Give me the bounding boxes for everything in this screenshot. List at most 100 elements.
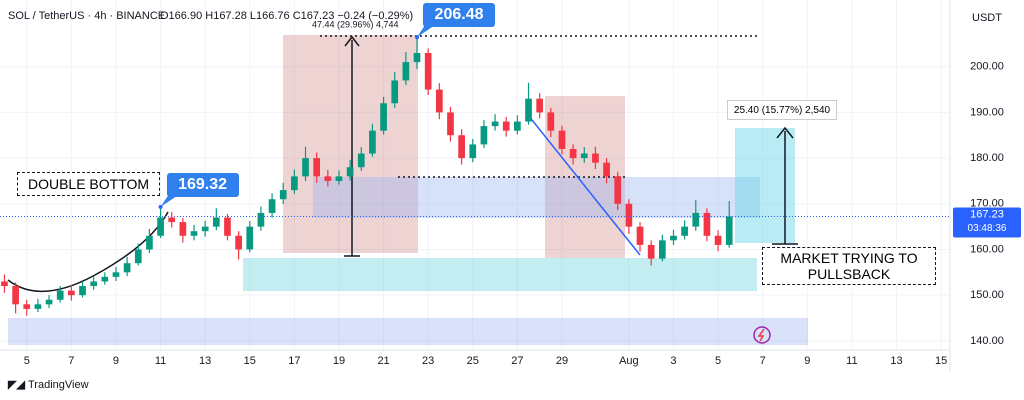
candle-body [134,249,142,264]
candle-body [603,162,610,177]
candle-body [112,272,120,277]
pattern-curve [7,211,169,292]
candle-body [525,98,532,122]
x-tick-label: 25 [467,355,479,367]
x-tick-label: 13 [890,355,902,367]
callout-pointer [417,25,436,38]
candle-body [447,112,454,136]
candle-body [369,130,376,154]
countdown: 03:48:36 [968,223,1007,234]
x-tick-label: 7 [760,355,766,367]
candle-body [714,235,722,245]
candle-body [246,226,254,250]
x-tick-label: 3 [670,355,676,367]
y-tick-label: 200.00 [970,61,1004,73]
candle-body [692,212,700,227]
x-tick-label: 5 [715,355,721,367]
arrow-head [776,126,794,139]
target-label: 25.40 (15.77%) 2,540 [727,100,837,120]
x-tick-label: 11 [155,355,166,367]
candle-body [491,121,499,127]
candle-body [681,226,688,236]
x-tick-label: 9 [804,355,810,367]
candle-body [68,290,75,296]
candle-body [357,153,365,168]
trend-line [527,114,641,256]
zone-rally [283,35,418,253]
candle-body [179,222,187,236]
ohlc-readout: O166.90 H167.28 L166.76 C167.23 −0.24 (−… [160,10,413,22]
x-tick-label: 27 [511,355,523,367]
candle-body [324,176,332,181]
brand: ◤◢ [7,379,25,391]
candle-body [268,199,276,213]
candle-body [569,148,577,159]
candle-body [547,112,555,131]
candle-body [625,203,633,227]
candle-body [302,158,309,177]
candle-body [458,135,465,159]
candle-body [257,212,265,227]
candle-body [23,304,31,309]
zone-range [313,177,760,218]
candle-body [480,126,488,145]
candle-body [101,276,109,282]
symbol-header: SOL / TetherUS · 4h · BINANCE [8,10,165,22]
candle-body [123,263,131,273]
zone-band [8,318,808,345]
candle-body [313,158,321,177]
candle-body [90,281,98,287]
candle-body [658,240,666,259]
x-tick-label: 21 [377,355,389,367]
x-tick-label: 23 [422,355,434,367]
y-tick-label: 160.00 [970,243,1004,255]
alert-icon[interactable] [753,326,771,344]
candle-body [703,212,711,236]
x-tick-label: 29 [556,355,568,367]
x-tick-label: 9 [113,355,119,367]
measure-label: 47.44 (29.96%) 4,744 [312,19,399,29]
candle-body [514,121,521,131]
candle-body [592,153,599,163]
candle-body [424,53,432,90]
candle-body [636,226,644,245]
peak-callout: 206.48 [423,3,496,28]
peak-callout: 169.32 [166,172,239,197]
note-label: MARKET TRYING TO PULLSBACK [762,247,936,285]
candle-body [469,144,477,159]
alert-bolt [757,328,765,342]
candle-body [647,244,655,259]
zone-support [243,258,757,291]
y-tick-label: 170.00 [970,198,1004,210]
candle-body [224,217,231,236]
candle-body [45,299,53,305]
candle-body [291,176,298,191]
candle-body [212,217,220,227]
pattern-label: DOUBLE BOTTOM [17,172,160,196]
y-tick-label: 190.00 [970,106,1004,118]
arrow-head [344,35,360,47]
candle-body [413,53,421,63]
candle-body [56,290,64,300]
candle-body [279,190,287,200]
candle-body [391,80,399,104]
candle-body [536,98,544,113]
x-tick-label: 15 [244,355,256,367]
y-tick-label: 150.00 [970,289,1004,301]
x-tick-label: 13 [199,355,211,367]
price-tag [953,207,1021,238]
x-tick-label: Aug [619,355,639,367]
callout-pointer [160,194,179,207]
candle-body [157,217,164,236]
x-tick-label: 7 [68,355,74,367]
x-tick-label: 11 [846,355,857,367]
candle-body [146,235,153,250]
y-tick-label: 180.00 [970,152,1004,164]
candle-body [614,176,622,204]
candle-body [380,103,387,131]
candle-body [79,286,86,296]
candle-body [725,216,733,245]
candle-body [558,130,566,149]
brand: TradingView [28,379,89,391]
